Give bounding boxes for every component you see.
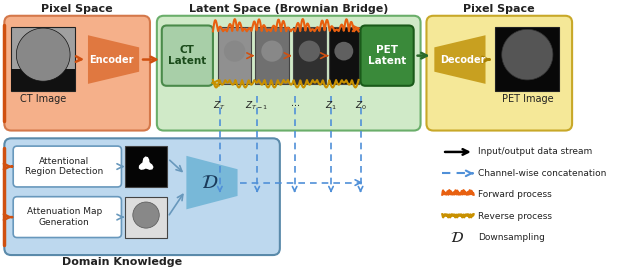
Circle shape	[224, 40, 245, 62]
Bar	[495, 28, 559, 91]
Bar	[329, 28, 358, 84]
Text: $\mathcal{D}$: $\mathcal{D}$	[450, 230, 464, 245]
FancyBboxPatch shape	[13, 197, 122, 238]
Text: $\mathcal{D}$: $\mathcal{D}$	[201, 173, 218, 192]
Bar	[12, 28, 75, 91]
Text: Domain Knowledge: Domain Knowledge	[62, 257, 182, 267]
Circle shape	[133, 202, 159, 228]
Text: Encoder: Encoder	[89, 55, 133, 65]
Bar	[255, 28, 289, 84]
Circle shape	[299, 40, 320, 62]
Bar	[218, 28, 252, 84]
Polygon shape	[88, 35, 139, 84]
Text: Decoder: Decoder	[440, 55, 485, 65]
FancyBboxPatch shape	[157, 16, 420, 130]
Text: $Z_0$: $Z_0$	[355, 99, 367, 112]
Bar	[125, 146, 166, 187]
FancyBboxPatch shape	[4, 16, 150, 130]
FancyBboxPatch shape	[4, 138, 280, 255]
Text: Downsampling: Downsampling	[477, 233, 545, 242]
Circle shape	[334, 42, 353, 60]
Text: Attentional
Region Detection: Attentional Region Detection	[25, 157, 104, 176]
FancyBboxPatch shape	[13, 146, 122, 187]
Text: CT Image: CT Image	[20, 94, 67, 104]
Polygon shape	[186, 156, 237, 209]
Text: Reverse process: Reverse process	[477, 212, 552, 221]
Text: PET
Latent: PET Latent	[368, 45, 406, 66]
Text: Input/output data stream: Input/output data stream	[477, 147, 592, 156]
Text: $Z_{T-1}$: $Z_{T-1}$	[246, 99, 269, 112]
Text: Channel-wise concatenation: Channel-wise concatenation	[477, 169, 606, 178]
Polygon shape	[502, 29, 553, 80]
Text: Forward process: Forward process	[477, 190, 552, 199]
Text: Attenuation Map
Generation: Attenuation Map Generation	[27, 207, 102, 227]
Polygon shape	[435, 35, 486, 84]
Text: CT
Latent: CT Latent	[168, 45, 207, 66]
Text: Latent Space (Brownian Bridge): Latent Space (Brownian Bridge)	[189, 4, 388, 14]
Text: PET Image: PET Image	[502, 94, 553, 104]
FancyBboxPatch shape	[360, 25, 413, 86]
Polygon shape	[139, 156, 154, 170]
Bar	[292, 28, 326, 84]
FancyBboxPatch shape	[426, 16, 572, 130]
FancyBboxPatch shape	[162, 25, 213, 86]
Text: Pixel Space: Pixel Space	[463, 4, 535, 14]
Text: Pixel Space: Pixel Space	[42, 4, 113, 14]
Text: $Z_1$: $Z_1$	[325, 99, 337, 112]
Bar	[12, 69, 75, 91]
Polygon shape	[17, 28, 70, 81]
Text: $\cdots$: $\cdots$	[290, 99, 300, 109]
Text: $Z_T$: $Z_T$	[214, 99, 226, 112]
Circle shape	[261, 40, 283, 62]
Bar	[125, 197, 166, 238]
